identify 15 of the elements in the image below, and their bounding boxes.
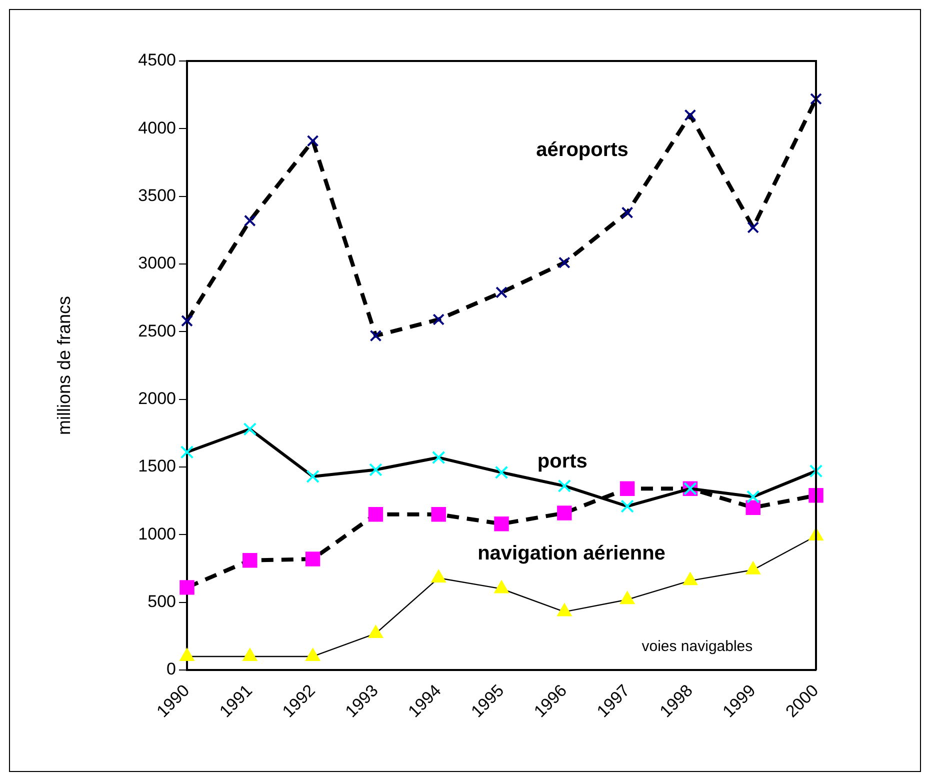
y-tick-label: 4000 [138, 118, 176, 138]
y-tick-label: 2000 [138, 389, 176, 408]
series-label: aéroports [536, 139, 628, 162]
series-label: ports [537, 450, 588, 472]
text: voies navigables [642, 638, 753, 655]
y-axis-title: millions de francs [54, 296, 74, 436]
y-tick-label: 2500 [138, 321, 176, 340]
y-tick-label: 0 [166, 660, 176, 679]
y-tick-label: 4500 [138, 50, 176, 70]
y-tick-label: 500 [148, 592, 176, 612]
series-label: navigation aérienne [478, 542, 666, 564]
y-tick-label: 3500 [138, 186, 176, 206]
y-tick-label: 1500 [138, 456, 176, 476]
y-tick-label: 1000 [138, 524, 176, 544]
y-tick-label: 3000 [138, 254, 176, 273]
